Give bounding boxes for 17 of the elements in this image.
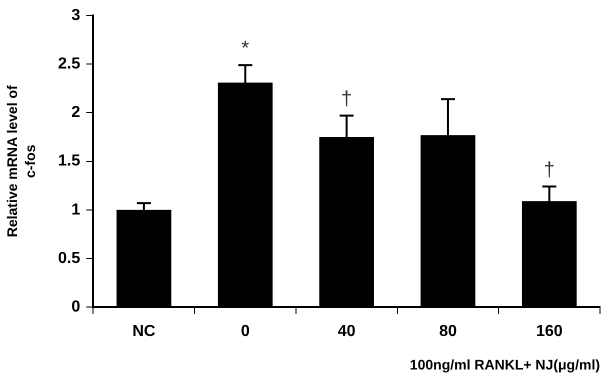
y-tick-label: 0.5 [58, 250, 80, 267]
y-tick-label: 2.5 [58, 56, 80, 73]
y-tick-label: 1 [71, 201, 80, 218]
annotation: † [341, 88, 352, 110]
y-axis-title: Relative mRNA level of c-fos [4, 84, 38, 238]
annotation: * [241, 38, 250, 60]
y-tick-label: 3 [71, 7, 80, 24]
x-axis-title: 100ng/ml RANKL+ NJ(μg/ml) [410, 356, 600, 372]
x-tick-label: NC [132, 323, 156, 340]
y-tick-label: 2 [71, 104, 80, 122]
annotation: † [544, 159, 555, 182]
x-tick-label: 0 [240, 323, 250, 340]
x-tick-label: 160 [536, 323, 563, 340]
x-tick-label: 80 [439, 323, 457, 340]
y-tick-label: 1.5 [58, 152, 80, 170]
y-tick-label: 0 [71, 298, 80, 316]
x-tick-label: 40 [338, 323, 356, 340]
